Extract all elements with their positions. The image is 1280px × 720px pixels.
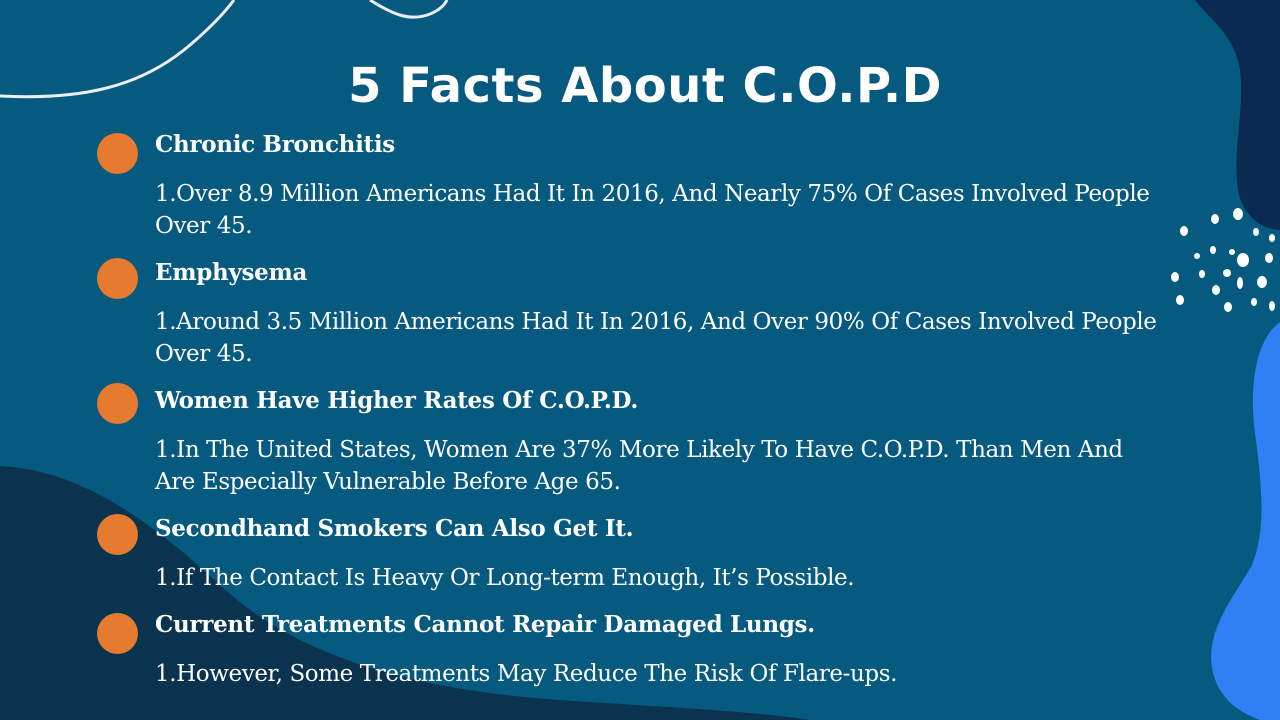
white-curve-line	[0, 0, 236, 99]
fact-detail: 1.In The United States, Women Are 37% Mo…	[155, 437, 1123, 495]
orange-bullet-icon	[97, 383, 138, 424]
fact-detail: 1.Around 3.5 Million Americans Had It In…	[155, 309, 1157, 367]
orange-bullet-icon	[97, 613, 138, 654]
fact-heading: Emphysema	[155, 259, 308, 286]
dark-wave-shape	[0, 466, 810, 720]
fact-detail: 1.If The Contact Is Heavy Or Long-term E…	[155, 565, 855, 591]
fact-heading: Current Treatments Cannot Repair Damaged…	[155, 611, 815, 638]
orange-bullet-icon	[97, 514, 138, 555]
orange-bullet-icon	[97, 258, 138, 299]
white-dots-pattern	[1171, 208, 1275, 312]
fact-detail: 1.Over 8.9 Million Americans Had It In 2…	[155, 181, 1150, 239]
fact-heading: Chronic Bronchitis	[155, 131, 395, 158]
slide-title: 5 Facts About C.O.P.D	[348, 58, 942, 114]
fact-detail: 1.However, Some Treatments May Reduce Th…	[155, 661, 898, 687]
fact-heading: Secondhand Smokers Can Also Get It.	[155, 515, 634, 542]
fact-heading: Women Have Higher Rates Of C.O.P.D.	[155, 387, 639, 414]
navy-blob-shape	[1195, 0, 1280, 230]
white-loop-line	[369, 0, 449, 19]
orange-bullet-icon	[97, 133, 138, 174]
bright-blob-shape	[1211, 322, 1280, 720]
